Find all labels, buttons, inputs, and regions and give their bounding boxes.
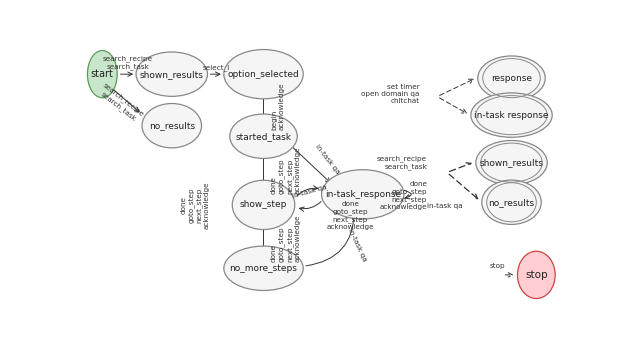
Ellipse shape (471, 93, 552, 137)
Text: shown_results: shown_results (140, 70, 204, 79)
Text: set timer
open domain qa
chitchat: set timer open domain qa chitchat (362, 84, 420, 104)
Text: done
goto_step
next_step
acknowledge: done goto_step next_step acknowledge (326, 201, 374, 230)
Text: search_recipe
search_task: search_recipe search_task (102, 55, 153, 70)
Text: done
goto_step
next_step
acknowledge: done goto_step next_step acknowledge (271, 146, 300, 194)
Text: in-task qa: in-task qa (291, 184, 327, 199)
Ellipse shape (518, 251, 555, 298)
Text: done
goto_step
next_step
acknowledge: done goto_step next_step acknowledge (380, 181, 428, 210)
Text: in-task response: in-task response (474, 110, 548, 120)
Text: in-task_response: in-task_response (324, 190, 401, 199)
Text: stop: stop (490, 263, 506, 269)
Text: show_step: show_step (240, 200, 287, 210)
Text: select_i: select_i (203, 64, 230, 71)
Text: in-task qa: in-task qa (314, 144, 340, 175)
Text: start: start (91, 69, 114, 79)
Ellipse shape (224, 246, 303, 291)
Text: in-task qa: in-task qa (346, 227, 367, 262)
Text: search_recipe
search_task: search_recipe search_task (97, 82, 145, 125)
Text: stop: stop (525, 270, 548, 280)
Ellipse shape (142, 104, 202, 148)
Text: begin
acknowledge: begin acknowledge (271, 82, 284, 130)
Text: done
goto_step
next_step
acknowledge: done goto_step next_step acknowledge (271, 214, 300, 262)
Text: no_results: no_results (488, 198, 534, 207)
Ellipse shape (136, 52, 207, 96)
Text: response: response (491, 74, 532, 83)
Ellipse shape (476, 141, 547, 185)
Ellipse shape (224, 49, 303, 99)
Text: option_selected: option_selected (228, 70, 300, 79)
Text: done
goto_step
next_step
acknowledge: done goto_step next_step acknowledge (180, 181, 210, 229)
Ellipse shape (321, 170, 404, 219)
Ellipse shape (478, 56, 545, 100)
Ellipse shape (88, 50, 117, 98)
Ellipse shape (230, 114, 297, 158)
Text: search_recipe
search_task: search_recipe search_task (377, 155, 428, 170)
Text: no_more_steps: no_more_steps (230, 264, 298, 273)
Text: no_results: no_results (148, 121, 195, 130)
Text: started_task: started_task (236, 132, 292, 141)
Text: in-task qa: in-task qa (428, 203, 463, 209)
Ellipse shape (482, 180, 541, 224)
Text: shown_results: shown_results (479, 158, 543, 167)
Ellipse shape (232, 180, 295, 229)
